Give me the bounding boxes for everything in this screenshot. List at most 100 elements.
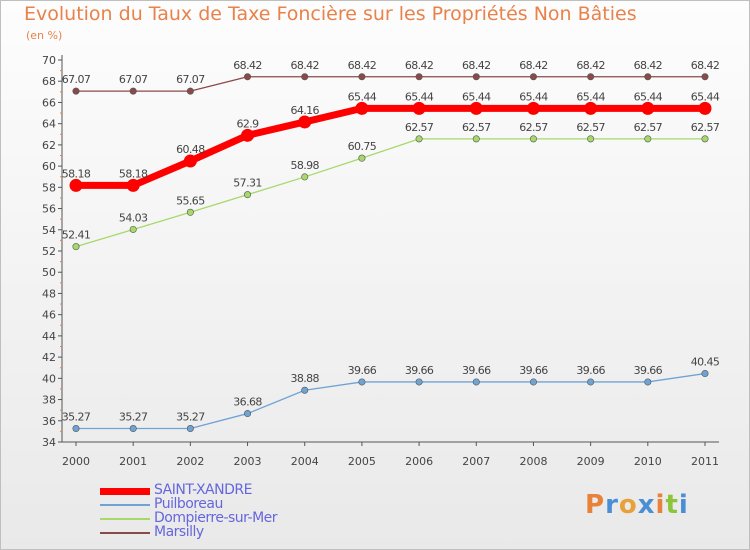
logo-letter: r — [605, 490, 619, 520]
data-label-dompierre-sur-mer: 57.31 — [233, 177, 262, 190]
data-label-dompierre-sur-mer: 55.65 — [176, 194, 205, 207]
data-label-puilboreau: 39.66 — [634, 364, 663, 377]
legend-item-saint-xandre: SAINT-XANDRE — [100, 482, 360, 498]
x-tick-label: 2002 — [176, 455, 204, 468]
data-label-puilboreau: 38.88 — [290, 372, 319, 385]
data-label-saint-xandre: 58.18 — [62, 167, 91, 180]
point-marsilly — [644, 73, 652, 81]
point-puilboreau — [701, 370, 709, 378]
data-labels: 35.27 35.27 35.27 36.68 38.88 39.66 39.66 39.66… — [62, 59, 721, 424]
data-label-saint-xandre: 65.44 — [462, 90, 491, 103]
data-label-dompierre-sur-mer: 62.57 — [691, 121, 720, 134]
point-saint-xandre — [526, 101, 540, 115]
legend-label: Dompierre-sur-Mer — [154, 510, 278, 526]
point-puilboreau — [244, 410, 252, 418]
x-tick-label: 2010 — [634, 455, 662, 468]
point-saint-xandre — [183, 154, 197, 168]
point-dompierre-sur-mer — [129, 225, 137, 233]
data-label-marsilly: 67.07 — [176, 73, 205, 86]
y-tick-label: 54 — [42, 224, 56, 237]
y-tick-label: 68 — [42, 75, 56, 88]
point-puilboreau — [644, 378, 652, 386]
logo-letter: i — [655, 490, 666, 520]
y-tick-label: 36 — [42, 415, 56, 428]
point-puilboreau — [186, 425, 194, 433]
legend-item-puilboreau: Puilboreau — [100, 496, 360, 512]
data-label-saint-xandre: 64.16 — [290, 104, 319, 117]
data-label-marsilly: 68.42 — [519, 59, 548, 72]
logo-letter: x — [637, 490, 656, 520]
point-marsilly — [244, 73, 252, 81]
point-puilboreau — [415, 378, 423, 386]
point-dompierre-sur-mer — [415, 135, 423, 143]
point-marsilly — [301, 73, 309, 81]
x-tick-label: 2009 — [577, 455, 605, 468]
data-label-marsilly: 67.07 — [119, 73, 148, 86]
y-tick-label: 60 — [42, 160, 56, 173]
data-label-puilboreau: 40.45 — [691, 356, 720, 369]
point-saint-xandre — [412, 101, 426, 115]
proxiti-logo: Proxiti — [585, 490, 689, 520]
point-marsilly — [186, 87, 194, 95]
series-line-puilboreau — [75, 372, 706, 430]
logo-letter: t — [665, 490, 679, 520]
y-tick-label: 52 — [42, 245, 56, 258]
data-label-puilboreau: 36.68 — [233, 396, 262, 409]
data-label-puilboreau: 39.66 — [462, 364, 491, 377]
x-tick-label: 2006 — [405, 455, 433, 468]
point-puilboreau — [587, 378, 595, 386]
point-marsilly — [358, 73, 366, 81]
x-tick-label: 2004 — [291, 455, 319, 468]
point-saint-xandre — [698, 101, 712, 115]
point-puilboreau — [472, 378, 480, 386]
chart-title: Evolution du Taux de Taxe Foncière sur l… — [24, 3, 637, 25]
legend-swatch — [100, 518, 150, 520]
point-dompierre-sur-mer — [701, 135, 709, 143]
legend-swatch — [100, 532, 150, 534]
point-marsilly — [129, 87, 137, 95]
data-label-dompierre-sur-mer: 58.98 — [290, 159, 319, 172]
point-saint-xandre — [298, 115, 312, 129]
y-tick-label: 58 — [42, 181, 56, 194]
data-label-saint-xandre: 60.48 — [176, 143, 205, 156]
data-label-puilboreau: 39.66 — [519, 364, 548, 377]
data-label-puilboreau: 35.27 — [62, 411, 91, 424]
data-label-marsilly: 67.07 — [62, 73, 91, 86]
point-dompierre-sur-mer — [72, 243, 80, 251]
point-puilboreau — [129, 425, 137, 433]
point-puilboreau — [529, 378, 537, 386]
y-tick-label: 44 — [42, 330, 56, 343]
data-label-dompierre-sur-mer: 62.57 — [576, 121, 605, 134]
point-saint-xandre — [641, 101, 655, 115]
axes: 34 36 38 40 42 44 46 48 50 52 54 56 58 60 62 64 66 68 70 20… — [42, 54, 719, 468]
point-dompierre-sur-mer — [186, 208, 194, 216]
point-puilboreau — [301, 386, 309, 394]
x-tick-label: 2007 — [462, 455, 490, 468]
legend-item-dompierre-sur-mer: Dompierre-sur-Mer — [100, 510, 360, 526]
data-label-saint-xandre: 65.44 — [405, 90, 434, 103]
data-label-dompierre-sur-mer: 62.57 — [405, 121, 434, 134]
legend-swatch — [100, 504, 150, 506]
point-saint-xandre — [355, 101, 369, 115]
data-label-saint-xandre: 65.44 — [519, 90, 548, 103]
y-tick-label: 62 — [42, 139, 56, 152]
data-label-marsilly: 68.42 — [405, 59, 434, 72]
data-label-puilboreau: 39.66 — [576, 364, 605, 377]
data-label-marsilly: 68.42 — [233, 59, 262, 72]
y-tick-label: 50 — [42, 266, 56, 279]
point-saint-xandre — [469, 101, 483, 115]
x-tick-label: 2000 — [62, 455, 90, 468]
data-label-marsilly: 68.42 — [634, 59, 663, 72]
unit-label: (en %) — [26, 29, 63, 42]
x-tick-label: 2001 — [119, 455, 147, 468]
point-saint-xandre — [69, 178, 83, 192]
data-label-dompierre-sur-mer: 54.03 — [119, 211, 148, 224]
logo-letter: o — [618, 490, 638, 520]
point-saint-xandre — [126, 178, 140, 192]
point-marsilly — [415, 73, 423, 81]
series-line-dompierre-sur-mer — [75, 138, 706, 248]
y-tick-label: 42 — [42, 351, 56, 364]
series-line-marsilly — [75, 76, 706, 92]
data-label-saint-xandre: 65.44 — [348, 90, 377, 103]
point-puilboreau — [358, 378, 366, 386]
